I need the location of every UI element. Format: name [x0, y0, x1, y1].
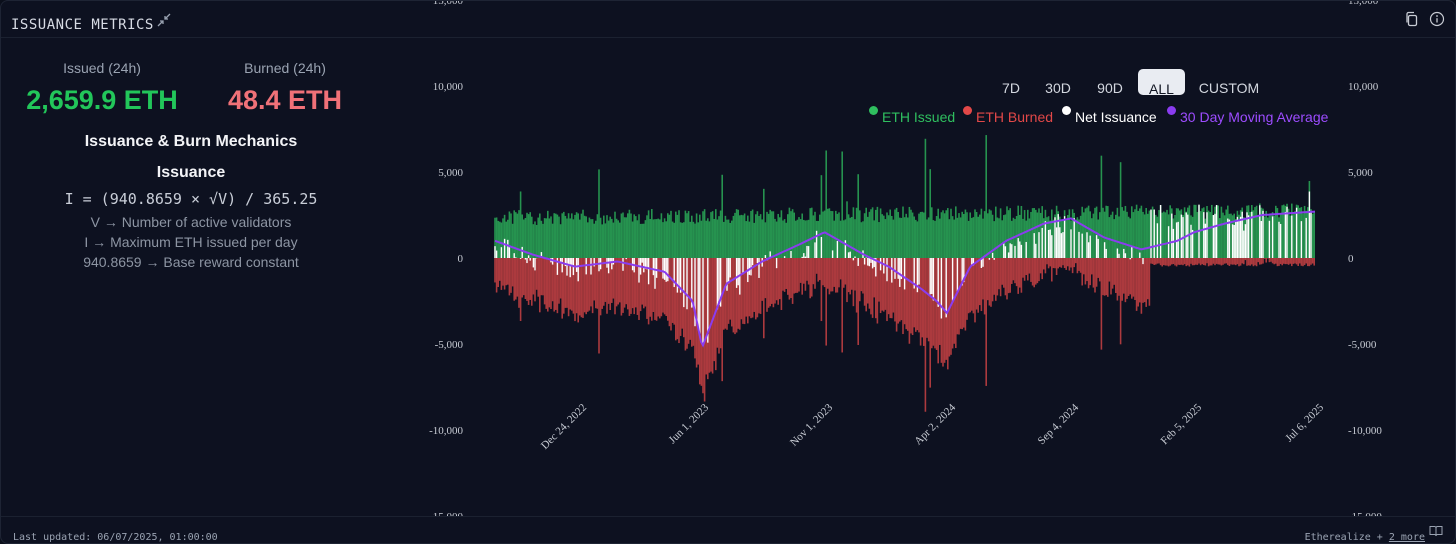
mechanics-title: Issuance & Burn Mechanics [84, 133, 298, 150]
formula-legend-i: I → Maximum ETH issued per day [84, 234, 298, 250]
panel-footer: Last updated: 06/07/2025, 01:00:00 Ether… [1, 516, 1455, 544]
formula-legend-v: V → Number of active validators [90, 214, 292, 230]
y-tick-right: -5,000 [1348, 339, 1377, 351]
x-tick: Apr 2, 2024 [912, 401, 958, 447]
collapse-icon[interactable] [156, 12, 172, 28]
panel-title: ISSUANCE METRICS [11, 17, 154, 33]
legend-burned[interactable]: ETH Burned [976, 109, 1054, 125]
issued-label: Issued (24h) [63, 60, 141, 76]
legend-dot-burned [963, 106, 972, 115]
issuance-chart: 15,000 10,000 5,000 0 -5,000 -10,000 -15,000 1… [429, 1, 1382, 516]
x-tick: Nov 1, 2023 [788, 401, 836, 449]
more-credits-link[interactable]: 2 more [1388, 532, 1425, 543]
x-tick: Jul 6, 2025 [1283, 401, 1326, 444]
formula-legend-constant: 940.8659 → Base reward constant [83, 254, 299, 270]
x-tick: Jun 1, 2023 [667, 401, 712, 446]
y-tick-right: 5,000 [1348, 167, 1373, 179]
chart-bars [494, 135, 1315, 412]
range-custom-button[interactable]: CUSTOM [1198, 80, 1260, 96]
credits-text: Etherealize + [1304, 532, 1383, 543]
legend-net[interactable]: Net Issuance [1075, 109, 1157, 125]
issuance-formula: I = (940.8659 × √V) / 365.25 [64, 190, 318, 208]
y-tick-right: -15,000 [1348, 511, 1382, 516]
legend-dot-issued [869, 106, 878, 115]
panel-header: ISSUANCE METRICS [1, 1, 1455, 38]
range-30d-button[interactable]: 30D [1045, 80, 1071, 96]
moving-average-line [494, 210, 1316, 348]
last-updated: Last updated: 06/07/2025, 01:00:00 [13, 532, 218, 543]
moving-average-path [494, 210, 1316, 348]
y-tick-right: 15,000 [1348, 1, 1379, 7]
book-icon[interactable] [1429, 525, 1443, 537]
range-all-button[interactable]: ALL [1138, 69, 1185, 97]
x-tick: Feb 5, 2025 [1159, 401, 1205, 447]
mechanics-subtitle: Issuance [156, 164, 226, 181]
y-tick-right: 0 [1348, 253, 1354, 265]
legend-dot-net [1062, 106, 1071, 115]
credits: Etherealize + 2 more [1305, 532, 1425, 543]
range-7d-button[interactable]: 7D [1002, 80, 1020, 96]
legend-dot-ma [1167, 106, 1176, 115]
y-axis-left: 15,000 10,000 5,000 0 -5,000 -10,000 -15,000 [429, 1, 463, 516]
burned-label: Burned (24h) [244, 60, 326, 76]
range-90d-button[interactable]: 90D [1097, 80, 1123, 96]
issued-value: 2,659.9 ETH [26, 85, 178, 115]
x-tick: Dec 24, 2022 [539, 402, 589, 452]
y-tick-left: -10,000 [429, 425, 463, 437]
legend-moving-average[interactable]: 30 Day Moving Average [1180, 109, 1329, 125]
y-tick-left: 10,000 [433, 81, 464, 93]
y-tick-right: 10,000 [1348, 81, 1379, 93]
y-tick-left: 15,000 [433, 1, 464, 7]
y-tick-left: 5,000 [438, 167, 463, 179]
y-tick-left: -5,000 [435, 339, 464, 351]
y-tick-left: -15,000 [429, 511, 463, 516]
copy-icon[interactable] [1404, 11, 1420, 27]
x-tick: Sep 4, 2024 [1036, 401, 1082, 447]
x-axis: Dec 24, 2022 Jun 1, 2023 Nov 1, 2023 Apr 2,… [539, 401, 1327, 452]
y-tick-right: -10,000 [1348, 425, 1382, 437]
y-tick-left: 0 [458, 253, 464, 265]
burned-value: 48.4 ETH [227, 85, 343, 115]
legend-issued[interactable]: ETH Issued [882, 109, 956, 125]
info-icon[interactable] [1429, 11, 1445, 27]
y-axis-right: 15,000 10,000 5,000 0 -5,000 -10,000 -15,000 [1348, 1, 1382, 516]
